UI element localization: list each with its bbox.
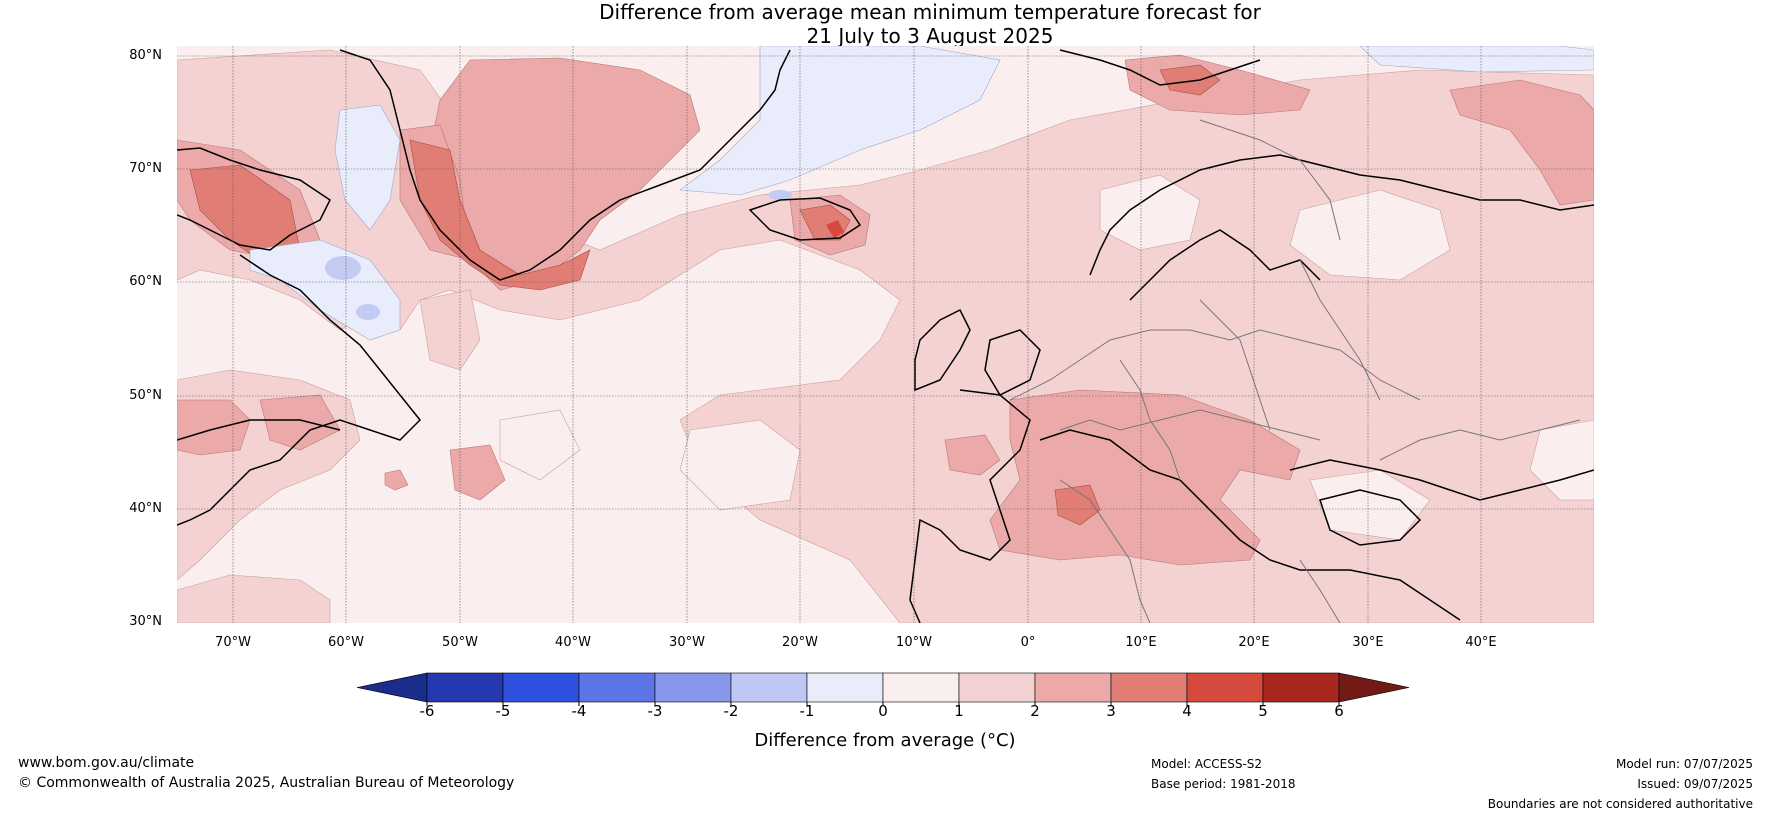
colorbar-tick-label: 3: [1106, 702, 1116, 720]
cold-spot-iceland-west: [768, 190, 792, 200]
lon-label-20w: 20°W: [782, 635, 818, 650]
map-title-line2: 21 July to 3 August 2025: [806, 24, 1054, 48]
map-title-line1: Difference from average mean minimum tem…: [599, 0, 1261, 24]
footer-disclaimer: Boundaries are not considered authoritat…: [1487, 797, 1753, 811]
map-plot-area: [177, 46, 1594, 623]
lon-label-0: 0°: [1020, 635, 1036, 650]
lon-label-30w: 30°W: [669, 635, 705, 650]
colorbar-tick-label: 5: [1258, 702, 1268, 720]
anomaly-band-4-5: [826, 220, 844, 238]
colorbar-tick-label: -4: [571, 702, 587, 720]
lon-label-60w: 60°W: [328, 635, 364, 650]
colorbar-tick-label: 1: [954, 702, 964, 720]
country-borders: [1009, 119, 1581, 623]
lat-label-80n: 80°N: [129, 48, 162, 63]
graticule: [177, 46, 1594, 623]
lon-label-10e: 10°E: [1125, 635, 1157, 650]
colorbar-tick-label: 4: [1182, 702, 1192, 720]
lon-label-30e: 30°E: [1352, 635, 1384, 650]
lat-label-70n: 70°N: [129, 161, 162, 176]
lat-label-30n: 30°N: [129, 614, 162, 629]
colorbar-tick-label: -5: [495, 702, 511, 720]
map-title: Difference from average mean minimum tem…: [0, 0, 1770, 48]
lon-label-70w: 70°W: [215, 635, 251, 650]
footer-base-period: Base period: 1981-2018: [1151, 777, 1296, 791]
colorbar-tick-label: -3: [647, 702, 663, 720]
lat-label-40n: 40°N: [129, 501, 162, 516]
coastlines: [177, 49, 1594, 623]
colorbar-tick-label: -6: [419, 702, 435, 720]
cold-spot-hudson: [356, 304, 380, 320]
footer-model: Model: ACCESS-S2: [1151, 757, 1263, 771]
lon-label-40e: 40°E: [1465, 635, 1497, 650]
footer-website: www.bom.gov.au/climate: [18, 755, 195, 771]
anomaly-band-0-1-patches: [499, 174, 1594, 541]
footer-model-run: Model run: 07/07/2025: [1615, 757, 1753, 771]
colorbar-tick-label: 6: [1334, 702, 1344, 720]
anomaly-band-3-4: [189, 64, 1221, 526]
lon-label-50w: 50°W: [442, 635, 478, 650]
footer-issued: Issued: 09/07/2025: [1637, 777, 1753, 791]
colorbar-tick-label: -2: [723, 702, 739, 720]
cold-spot-labrador: [325, 256, 361, 280]
lon-label-40w: 40°W: [555, 635, 591, 650]
lon-label-20e: 20°E: [1238, 635, 1270, 650]
lon-label-10w: 10°W: [896, 635, 932, 650]
anomaly-band-neg-2-neg-1: [325, 190, 792, 320]
colorbar-label: Difference from average (°C): [754, 730, 1016, 751]
lat-label-50n: 50°N: [129, 388, 162, 403]
colorbar-tick-label: 2: [1030, 702, 1040, 720]
anomaly-band-neg-1-0: [249, 46, 1594, 341]
footer-copyright: © Commonwealth of Australia 2025, Austra…: [18, 775, 515, 791]
colorbar-tick-label: 0: [878, 702, 888, 720]
lat-label-60n: 60°N: [129, 274, 162, 289]
colorbar-tick-label: -1: [799, 702, 815, 720]
